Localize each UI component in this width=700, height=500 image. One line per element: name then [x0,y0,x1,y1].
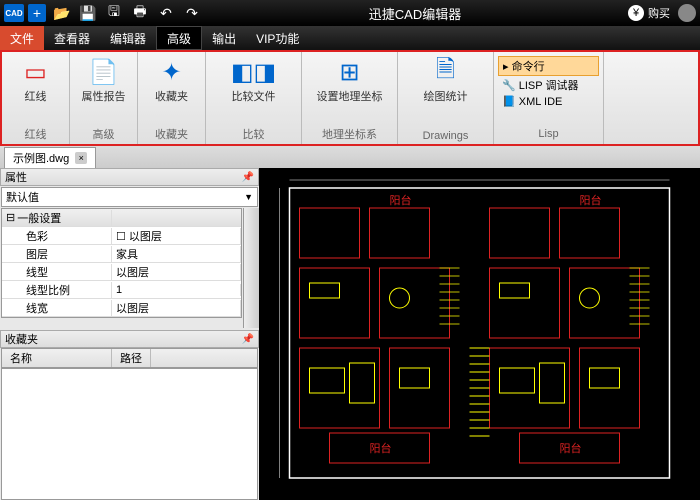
pin-icon[interactable]: 📌 [242,172,254,183]
prop-row[interactable]: 色彩☐ 以图层 [2,227,241,245]
close-icon[interactable]: × [75,152,87,164]
props-section[interactable]: ⊟一般设置 [2,209,241,227]
fav-col-name[interactable]: 名称 [2,349,112,367]
ribbon-lbl2: 红线 [25,126,47,142]
menu-2[interactable]: 编辑器 [100,26,156,50]
print-icon[interactable]: 🖶 [130,3,150,23]
menu-4[interactable]: 输出 [202,26,246,50]
save-icon[interactable]: 💾 [78,3,98,23]
ribbon-lbl1: 属性报告 [82,88,126,104]
lisp-debug[interactable]: 🔧 LISP 调试器 [498,76,599,94]
new-icon[interactable]: + [28,4,46,22]
ribbon-icon: ⊞ [334,56,366,88]
buy-button[interactable]: 购买 [648,5,670,21]
svg-text:阳台: 阳台 [390,193,412,207]
ribbon-icon: 🗎 [430,56,462,88]
prop-row[interactable]: 线型以图层 [2,263,241,281]
fav-columns: 名称 路径 [1,348,258,368]
ribbon-lbl2: 高级 [93,126,115,142]
chevron-down-icon: ▼ [244,192,253,202]
ribbon-lbl2: 比较 [243,126,265,142]
ribbon-group-lisp: ▸ 命令行🔧 LISP 调试器📘 XML IDE Lisp [494,52,604,144]
ribbon-lbl1: 收藏夹 [155,88,188,104]
ribbon-lbl2: Drawings [423,130,469,142]
ribbon-group-5[interactable]: 🗎绘图统计 Drawings [398,52,494,144]
ribbon-icon: ▭ [20,56,52,88]
redo-icon[interactable]: ↷ [182,3,202,23]
left-panel: 属性 📌 默认值 ▼ ⊟一般设置 色彩☐ 以图层图层家具线型以图层线型比例1线宽… [0,168,259,500]
file-tabstrip: 示例图.dwg × [0,146,700,168]
lisp-lbl: Lisp [538,128,558,140]
file-tab[interactable]: 示例图.dwg × [4,147,96,168]
cad-canvas[interactable]: 阳台阳台阳台阳台 [259,168,700,500]
ribbon-group-0[interactable]: ▭红线红线 [2,52,70,144]
collapse-icon[interactable]: ⊟ [6,211,15,224]
ribbon-group-2[interactable]: ✦收藏夹收藏夹 [138,52,206,144]
svg-text:阳台: 阳台 [560,441,582,455]
ribbon-lbl1: 红线 [25,88,47,104]
titlebar: CAD + 📂 💾 🖫 🖶 ↶ ↷ 迅捷CAD编辑器 ¥ 购买 [0,0,700,26]
menu-5[interactable]: VIP功能 [246,26,309,50]
ribbon-lbl2: 地理坐标系 [322,126,377,142]
svg-text:阳台: 阳台 [580,193,602,207]
open-icon[interactable]: 📂 [52,3,72,23]
saveas-icon[interactable]: 🖫 [104,3,124,23]
section-label: 一般设置 [17,210,61,226]
lisp-cmd[interactable]: ▸ 命令行 [498,56,599,76]
combo-label: 默认值 [6,189,39,205]
svg-text:阳台: 阳台 [370,441,392,455]
menu-1[interactable]: 查看器 [44,26,100,50]
app-title: 迅捷CAD编辑器 [202,4,628,23]
props-grid: ⊟一般设置 色彩☐ 以图层图层家具线型以图层线型比例1线宽以图层 [1,208,242,318]
ribbon-lbl1: 设置地理坐标 [317,88,383,104]
ribbon-icon: ◧◨ [238,56,270,88]
lisp-xml[interactable]: 📘 XML IDE [498,94,599,109]
prop-row[interactable]: 线型比例1 [2,281,241,299]
props-title: 属性 [5,169,27,185]
fav-header: 收藏夹 📌 [0,330,259,348]
prop-row[interactable]: 线宽以图层 [2,299,241,317]
ribbon-lbl2: 收藏夹 [155,126,188,142]
ribbon-group-4[interactable]: ⊞设置地理坐标地理坐标系 [302,52,398,144]
menubar: 文件查看器编辑器高级输出VIP功能 [0,26,700,50]
ribbon: ▭红线红线📄属性报告高级✦收藏夹收藏夹◧◨比较文件比较⊞设置地理坐标地理坐标系🗎… [0,50,700,146]
menu-0[interactable]: 文件 [0,26,44,50]
props-header: 属性 📌 [0,168,259,186]
ribbon-lbl1: 比较文件 [232,88,276,104]
scrollbar[interactable] [243,208,259,328]
default-combo[interactable]: 默认值 ▼ [1,187,258,207]
user-avatar[interactable] [678,4,696,22]
currency-icon: ¥ [628,5,644,21]
ribbon-icon: 📄 [88,56,120,88]
ribbon-icon: ✦ [156,56,188,88]
app-logo: CAD [4,4,24,22]
fav-list [1,368,258,500]
fav-title: 收藏夹 [5,331,38,347]
prop-row[interactable]: 图层家具 [2,245,241,263]
ribbon-group-1[interactable]: 📄属性报告高级 [70,52,138,144]
menu-3[interactable]: 高级 [156,26,202,50]
file-tab-label: 示例图.dwg [13,150,69,166]
pin-icon[interactable]: 📌 [242,334,254,345]
fav-col-path[interactable]: 路径 [112,349,151,367]
ribbon-lbl1: 绘图统计 [424,88,468,104]
undo-icon[interactable]: ↶ [156,3,176,23]
ribbon-group-3[interactable]: ◧◨比较文件比较 [206,52,302,144]
